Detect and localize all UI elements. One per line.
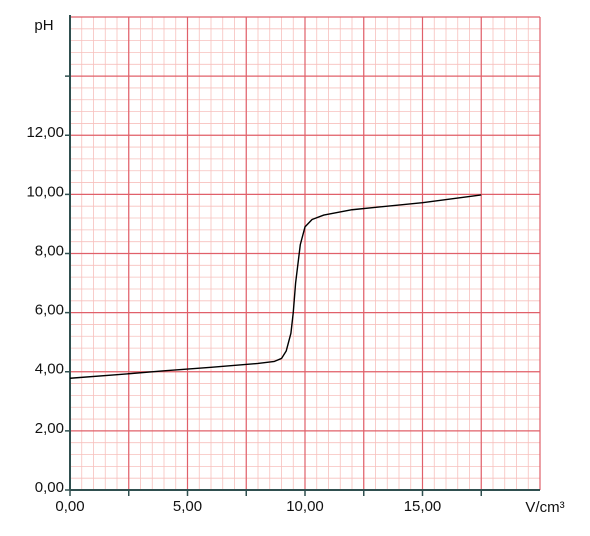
- y-tick-label: 4,00: [35, 361, 64, 378]
- x-tick-label: 0,00: [55, 498, 84, 515]
- x-tick-label: 10,00: [286, 498, 324, 515]
- y-tick-label: 12,00: [26, 124, 64, 141]
- curve: [69, 194, 482, 379]
- y-tick-label: 8,00: [35, 242, 64, 259]
- y-tick-label: 0,00: [35, 479, 64, 496]
- x-tick-label: 15,00: [404, 498, 442, 515]
- y-axis-label: pH: [34, 17, 53, 34]
- y-tick-label: 6,00: [35, 302, 64, 319]
- y-tick-label: 2,00: [35, 420, 64, 437]
- x-tick-label: 5,00: [173, 498, 202, 515]
- x-axis-label: V/cm³: [525, 499, 564, 516]
- y-tick-label: 10,00: [26, 183, 64, 200]
